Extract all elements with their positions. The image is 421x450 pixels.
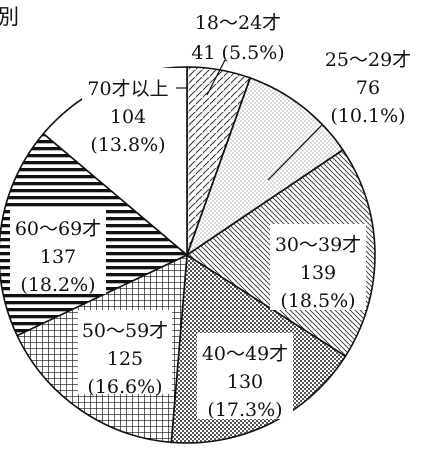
chart-title-fragment: 別 xyxy=(0,5,19,29)
slice-label-3-value_text: 130 xyxy=(227,371,263,393)
slice-label-background-2 xyxy=(270,224,366,310)
slice-label-1-label: 25〜29才 xyxy=(325,49,411,71)
slice-label-0-line2: 41 (5.5%) xyxy=(191,42,284,64)
label-connector-1 xyxy=(267,124,323,181)
slice-label-4-value_text: 125 xyxy=(107,348,143,370)
slice-label-background-0 xyxy=(186,2,308,60)
slice-label-5-value_text: 137 xyxy=(40,246,76,268)
slice-label-3-label: 40〜49才 xyxy=(202,343,288,365)
slice-label-0-label: 18〜24才 xyxy=(195,12,281,34)
slice-label-6-percent_text: (13.8%) xyxy=(90,134,165,156)
slice-label-2-label: 30〜39才 xyxy=(275,234,361,256)
slice-label-background-6 xyxy=(82,68,176,152)
slice-label-5-percent_text: (18.2%) xyxy=(20,274,95,296)
slice-label-2-value_text: 139 xyxy=(300,262,336,284)
slice-label-5-label: 60〜69才 xyxy=(15,218,101,240)
slice-label-6-value_text: 104 xyxy=(110,106,146,128)
slice-label-background-3 xyxy=(197,333,293,419)
slice-label-1-value_text: 76 xyxy=(356,77,380,99)
slice-label-2-percent_text: (18.5%) xyxy=(280,290,355,312)
slice-label-background-5 xyxy=(10,208,106,294)
slice-label-3-percent_text: (17.3%) xyxy=(207,399,282,421)
pie-slice-1 xyxy=(185,76,344,258)
slice-label-background-4 xyxy=(78,310,172,394)
slice-label-6-label: 70才以上 xyxy=(87,78,168,100)
label-connector-0 xyxy=(206,57,227,96)
slice-label-4-percent_text: (16.6%) xyxy=(87,376,162,398)
slice-label-1-percent_text: (10.1%) xyxy=(330,105,405,127)
slice-label-background-1 xyxy=(322,39,417,123)
slice-label-4-label: 50〜59才 xyxy=(82,320,168,342)
